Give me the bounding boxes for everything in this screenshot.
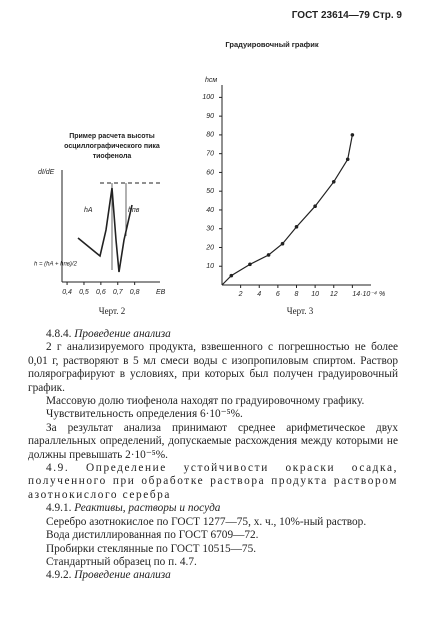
x-tick-label: 0,7 [113,289,124,296]
y-tick-label: 80 [206,132,214,139]
x-tick-label: 8 [295,291,299,298]
paragraph: 2 г анализируемого продукта, взвешенного… [28,341,398,394]
y-tick-label: 90 [206,113,214,120]
x-tick-label: 0,6 [96,289,106,296]
y-tick-label: 70 [206,151,214,158]
y-tick-label: 20 [205,244,214,251]
section-number: 4.9.1. [46,502,72,515]
y-tick-label: 40 [206,207,214,214]
polarogram-curve [77,187,133,273]
figure2-title: осциллографического пика [64,143,160,150]
section-heading: 4.9.1. Реактивы, растворы и посуда [28,502,398,515]
data-point [266,253,271,257]
peak-label: hпв [128,207,140,214]
figures: Градуировочный график hсм Черт. 3 Черт. … [34,40,385,316]
data-point [331,180,336,184]
figure2-title: тиофенола [93,153,132,160]
x-tick-label: 2 [238,291,243,298]
x-tick-label: 14·10⁻⁴ % [352,291,385,298]
paragraph: Стандартный образец по п. 4.7. [46,555,197,568]
y-tick-label: 10 [206,263,214,270]
x-tick-label: 10 [311,291,319,298]
x-tick-label: 4 [257,291,261,298]
y-tick-label: 30 [206,226,214,233]
x-tick-label: 0,4 [62,289,72,296]
y-tick-label: 50 [206,188,214,195]
figure2-x-label: EB [156,289,166,296]
paragraph: Серебро азотнокислое по ГОСТ 1277—75, х.… [46,515,367,528]
figure2-caption: Черт. 2 [99,306,125,316]
figure3-caption: Черт. 3 [287,306,314,316]
x-tick-label: 0,8 [130,289,140,296]
figure2-title: Пример расчета высоты [69,133,155,140]
figure3-title: Градуировочный график [225,40,318,49]
data-point [345,157,350,162]
formula: h = (hA + hпв)/2 [34,262,78,268]
data-point [280,241,285,246]
data-point [229,273,234,278]
page-header: ГОСТ 23614—79 Стр. 9 [291,10,402,21]
x-tick-label: 12 [330,291,338,298]
calibration-curve [221,134,353,286]
section-heading: 4.9.2. Проведение анализа [28,569,398,582]
paragraph: Вода дистиллированная по ГОСТ 6709—72. [46,529,259,542]
paragraph: За результат анализа принимают среднее а… [28,421,398,461]
x-tick-label: 6 [276,291,280,298]
paragraph: Массовую долю тиофенола находят по граду… [46,395,365,408]
section-number: 4.8.4. [46,328,72,340]
paragraph: Пробирки стеклянные по ГОСТ 10515—75. [46,542,257,555]
body-text: 4.8.4. Проведение анализа 2 г анализируе… [28,328,398,583]
x-tick-label: 0,5 [79,289,89,296]
y-tick-label: 60 [206,169,214,176]
data-point [313,204,317,208]
data-point [350,133,355,137]
section-number: 4.9.2. [46,569,72,582]
figure3-y-label: hсм [205,77,217,84]
section-title: Проведение анализа [74,569,171,582]
section-heading: 4.8.4. Проведение анализа [28,328,398,341]
data-point [294,225,299,229]
peak-label: hA [84,207,93,214]
y-tick-label: 100 [202,94,214,101]
figure2-y-label: dI/dE [38,169,55,176]
section-title: Проведение анализа [74,328,171,340]
data-point [248,262,252,267]
paragraph: Чувствительность определения 6·10⁻⁵%. [46,408,243,421]
section-title: Реактивы, растворы и посуда [74,502,221,515]
section-heading: 4.9. Определение устойчивости окраски ос… [28,462,398,501]
